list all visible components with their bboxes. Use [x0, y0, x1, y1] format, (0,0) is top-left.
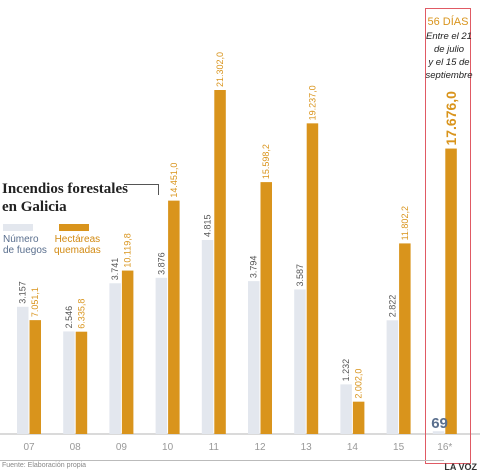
bar-fires-14: [340, 384, 352, 434]
bar-fires-12: [248, 281, 260, 434]
x-tick-10: 10: [162, 442, 174, 453]
bar-hectares-11: [214, 90, 226, 434]
label-hectares-09: 10.119,8: [123, 233, 133, 267]
bar-fires-13: [294, 289, 306, 434]
chart-title-line-1: Incendios forestales: [2, 181, 128, 197]
label-fires-07: 3.157: [18, 281, 28, 304]
legend-hectares-label-2: quemadas: [54, 245, 101, 256]
label-hectares-15: 11.802,2: [400, 206, 410, 240]
bar-fires-16*: [432, 431, 445, 434]
legend-fires-label-1: Número: [3, 234, 39, 245]
label-fires-10: 3.876: [156, 252, 166, 275]
legend-hectares-label-1: Hectáreas: [54, 234, 101, 245]
label-fires-14: 1.232: [341, 359, 351, 382]
label-hectares-08: 6.335,8: [76, 299, 86, 329]
highlight-note-line-2: de julio: [433, 44, 465, 55]
x-tick-08: 08: [70, 442, 82, 453]
x-tick-11: 11: [209, 442, 220, 453]
bar-hectares-09: [121, 270, 134, 434]
label-hectares-13: 19.237,0: [307, 85, 317, 120]
x-tick-07: 07: [23, 442, 35, 453]
highlight-days: 56 DÍAS: [427, 16, 469, 28]
bar-fires-07: [17, 306, 29, 434]
highlight-note-line-3: y el 15 de: [428, 57, 470, 68]
title-connector: [124, 184, 159, 195]
label-hectares-14: 2.002,0: [354, 369, 364, 399]
bar-fires-10: [155, 277, 168, 434]
bar-hectares-15: [399, 243, 411, 434]
bar-fires-09: [109, 283, 121, 434]
x-tick-13: 13: [301, 442, 313, 453]
label-fires-11: 4.815: [203, 214, 213, 237]
label-hectares-16*: 17.676,0: [443, 91, 459, 146]
legend-fires-swatch: [3, 224, 33, 231]
bar-hectares-08: [75, 331, 88, 434]
bar-hectares-14: [352, 401, 365, 434]
x-tick-14: 14: [347, 442, 359, 453]
legend-hectares-swatch: [59, 224, 89, 231]
legend-fires-label-2: de fuegos: [3, 245, 47, 256]
x-tick-16*: 16*: [437, 442, 452, 453]
highlight-note-line-4: septiembre: [425, 70, 473, 81]
label-fires-13: 3.587: [295, 264, 305, 287]
label-fires-15: 2.822: [387, 295, 397, 318]
footer-divider: [0, 460, 444, 461]
source-note: Fuente: Elaboración propia: [2, 462, 87, 469]
x-tick-15: 15: [393, 442, 405, 453]
label-hectares-12: 15.598,2: [261, 144, 271, 179]
x-tick-09: 09: [116, 442, 128, 453]
highlight-box: [425, 8, 471, 464]
label-fires-08: 2.546: [64, 306, 74, 329]
label-hectares-11: 21.302,0: [215, 52, 225, 87]
highlight-note: Entre el 21 de julio y el 15 de septiemb…: [412, 30, 480, 82]
bar-hectares-13: [306, 123, 319, 434]
label-hectares-07: 7.051,1: [30, 287, 40, 317]
legend-fires: Número de fuegos: [3, 224, 47, 256]
bar-fires-15: [386, 320, 399, 434]
chart-title-line-2: en Galicia: [2, 199, 67, 215]
bar-fires-11: [201, 240, 214, 434]
label-hectares-10: 14.451,0: [169, 163, 179, 198]
bar-hectares-16*: [445, 148, 457, 435]
bar-fires-08: [63, 331, 75, 434]
brand-logo: LA VOZ: [444, 462, 477, 472]
bar-hectares-12: [260, 182, 272, 434]
highlight-note-line-1: Entre el 21: [426, 31, 472, 42]
x-tick-12: 12: [254, 442, 266, 453]
chart-title: Incendios forestales en Galicia: [2, 180, 128, 216]
bar-hectares-07: [29, 320, 41, 434]
bar-hectares-10: [168, 200, 180, 434]
label-fires-09: 3.741: [110, 258, 120, 281]
label-fires-16*: 69: [431, 415, 448, 432]
legend-hectares: Hectáreas quemadas: [54, 224, 101, 256]
label-fires-12: 3.794: [249, 256, 259, 279]
